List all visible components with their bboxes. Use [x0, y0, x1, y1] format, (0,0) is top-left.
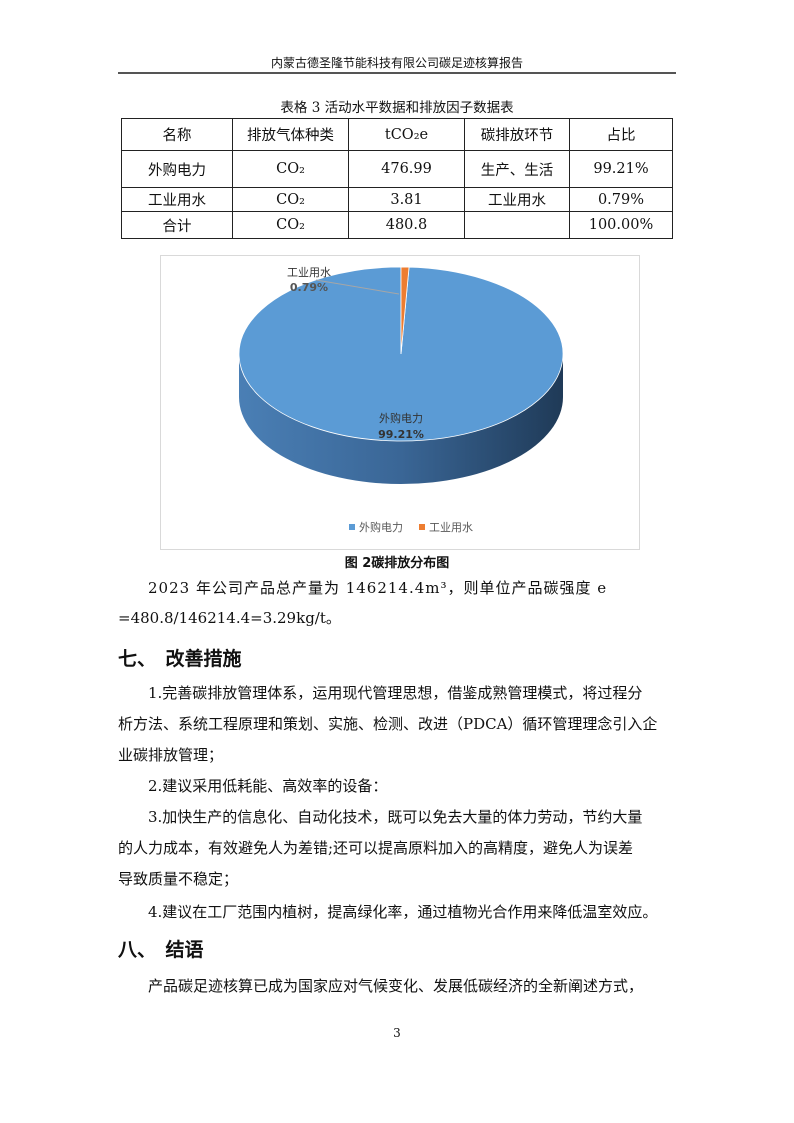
paragraph: 业碳排放管理；	[118, 746, 224, 764]
data-label-name: 工业用水	[287, 266, 331, 279]
paragraph: 析方法、系统工程原理和策划、实施、检测、改进（PDCA）循环管理理念引入企	[118, 715, 658, 733]
paragraph: =480.8/146214.4=3.29kg/t。	[118, 609, 341, 627]
header-cell: 名称	[121, 118, 233, 151]
table-row: 工业用水 CO₂ 3.81 工业用水 0.79%	[121, 187, 673, 212]
cell: CO₂	[232, 150, 349, 188]
paragraph: 2.建议采用低耗能、高效率的设备：	[148, 777, 388, 795]
legend-label: 外购电力	[359, 520, 403, 534]
paragraph: 导致质量不稳定；	[118, 870, 239, 888]
cell: 合计	[121, 211, 233, 239]
cell: 工业用水	[121, 187, 233, 212]
table-row: 合计 CO₂ 480.8 100.00%	[121, 211, 673, 239]
cell	[464, 211, 570, 239]
cell: 99.21%	[569, 150, 673, 188]
cell: 0.79%	[569, 187, 673, 212]
legend-swatch	[419, 524, 425, 530]
table-row: 外购电力 CO₂ 476.99 生产、生活 99.21%	[121, 150, 673, 188]
header-cell: tCO₂e	[348, 118, 465, 151]
page-header: 内蒙古德圣隆节能科技有限公司碳足迹核算报告	[270, 56, 523, 70]
figure-caption: 图 2碳排放分布图	[344, 556, 450, 571]
table-caption: 表格 3 活动水平数据和排放因子数据表	[280, 100, 514, 116]
legend-swatch	[349, 524, 355, 530]
paragraph: 的人力成本，有效避免人为差错;还可以提高原料加入的高精度，避免人为误差	[118, 839, 634, 857]
paragraph: 3.加快生产的信息化、自动化技术，既可以免去大量的体力劳动，节约大量	[148, 808, 643, 826]
paragraph: 1.完善碳排放管理体系，运用现代管理思想，借鉴成熟管理模式，将过程分	[148, 684, 643, 702]
data-label-value: 99.21%	[378, 428, 424, 441]
header-divider	[118, 72, 676, 74]
paragraph: 产品碳足迹核算已成为国家应对气候变化、发展低碳经济的全新阐述方式，	[148, 977, 644, 995]
page-number: 3	[393, 1026, 401, 1040]
data-label-value: 0.79%	[290, 281, 328, 294]
data-label-name: 外购电力	[379, 411, 423, 425]
leader-line	[315, 279, 400, 295]
cell: 100.00%	[569, 211, 673, 239]
header-cell: 排放气体种类	[232, 118, 349, 151]
cell: CO₂	[232, 187, 349, 212]
header-cell: 占比	[569, 118, 673, 151]
data-table: 名称 排放气体种类 tCO₂e 碳排放环节 占比 外购电力 CO₂ 476.99 生产…	[121, 118, 673, 239]
legend-label: 工业用水	[429, 521, 473, 534]
section-heading: 七、 改善措施	[118, 648, 242, 670]
cell: 外购电力	[121, 150, 233, 188]
cell: 476.99	[348, 150, 465, 188]
cell: CO₂	[232, 211, 349, 239]
cell: 生产、生活	[464, 150, 570, 188]
paragraph: 4.建议在工厂范围内植树，提高绿化率，通过植物光合作用来降低温室效应。	[148, 903, 658, 921]
pie-slice-1	[400, 266, 410, 355]
cell: 工业用水	[464, 187, 570, 212]
cell: 480.8	[348, 211, 465, 239]
table-header-row: 名称 排放气体种类 tCO₂e 碳排放环节 占比	[121, 118, 673, 151]
header-cell: 碳排放环节	[464, 118, 570, 151]
cell: 3.81	[348, 187, 465, 212]
pie-chart: 外购电力 99.21% 工业用水 0.79% 外购电力 工业用水	[160, 255, 640, 550]
paragraph: 2023 年公司产品总产量为 146214.4m³，则单位产品碳强度 e	[148, 579, 608, 597]
section-heading: 八、 结语	[118, 939, 204, 961]
